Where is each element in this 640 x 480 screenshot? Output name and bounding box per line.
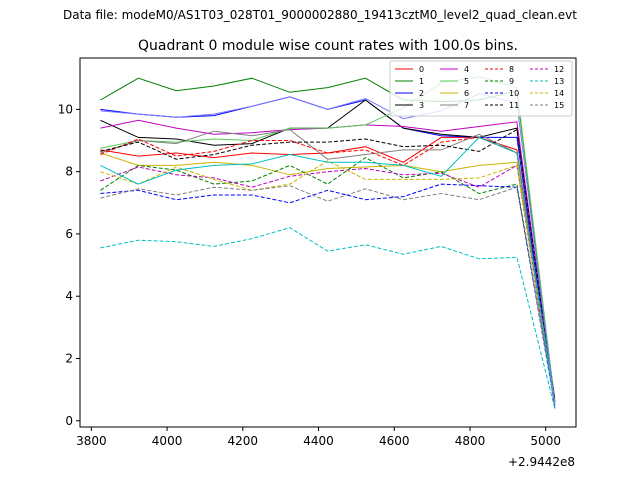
series-line-9 xyxy=(100,157,556,403)
legend-label: 12 xyxy=(554,65,564,74)
legend-label: 7 xyxy=(464,101,469,110)
chart-title: Quadrant 0 module wise count rates with … xyxy=(138,38,518,54)
series-line-7 xyxy=(100,129,556,406)
legend-label: 9 xyxy=(509,77,514,86)
y-tick-label: 4 xyxy=(65,289,73,303)
x-tick-label: 4200 xyxy=(228,434,259,448)
legend-label: 5 xyxy=(464,77,469,86)
legend-label: 14 xyxy=(554,89,564,98)
legend-label: 3 xyxy=(419,101,424,110)
y-tick-label: 0 xyxy=(65,414,73,428)
x-tick-label: 3800 xyxy=(76,434,107,448)
legend-label: 6 xyxy=(464,89,469,98)
series-line-10 xyxy=(100,183,556,406)
y-tick-label: 2 xyxy=(65,351,73,365)
plot-area: 3800 4000 4200 4400 4600 4800 5000024681001234… xyxy=(58,57,577,448)
x-offset-label: +2.9442e8 xyxy=(508,455,575,469)
series-line-extra-a xyxy=(100,136,556,406)
legend-label: 13 xyxy=(554,77,564,86)
series-line-12 xyxy=(100,164,556,406)
x-tick-label: 4400 xyxy=(303,434,334,448)
y-tick-label: 6 xyxy=(65,227,73,241)
legend-label: 1 xyxy=(419,77,424,86)
legend-label: 8 xyxy=(509,65,514,74)
series-line-6 xyxy=(100,152,556,403)
axes-frame xyxy=(79,57,577,428)
series-line-13 xyxy=(100,227,556,409)
legend-label: 15 xyxy=(554,101,564,110)
series-line-11 xyxy=(100,128,556,403)
series-line-14 xyxy=(100,160,556,406)
x-tick-label: 4000 xyxy=(152,434,183,448)
x-tick-label: 4600 xyxy=(379,434,410,448)
y-tick-label: 10 xyxy=(58,102,73,116)
y-tick-label: 8 xyxy=(65,165,73,179)
suptitle: Data file: modeM0/AS1T03_028T01_90000028… xyxy=(63,8,577,22)
legend-label: 10 xyxy=(509,89,519,98)
legend-label: 0 xyxy=(419,65,424,74)
legend xyxy=(389,60,573,117)
legend-label: 4 xyxy=(464,65,469,74)
legend-label: 11 xyxy=(509,101,519,110)
x-tick-label: 5000 xyxy=(530,434,561,448)
legend-label: 2 xyxy=(419,89,424,98)
x-tick-label: 4800 xyxy=(455,434,486,448)
